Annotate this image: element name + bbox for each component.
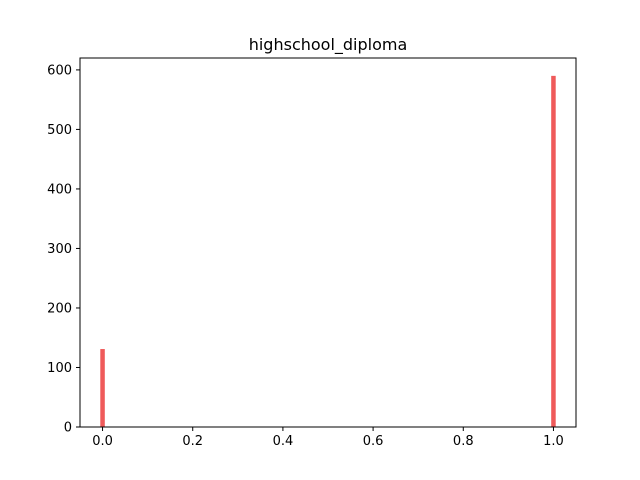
x-tick-label: 0.0 xyxy=(92,434,113,449)
y-tick-label: 100 xyxy=(47,361,72,376)
x-tick-label: 0.8 xyxy=(453,434,474,449)
histogram-bar xyxy=(551,75,556,428)
plot-frame xyxy=(79,57,577,428)
y-tick-label: 400 xyxy=(47,182,72,197)
x-tick-label: 0.6 xyxy=(363,434,384,449)
y-tick-label: 0 xyxy=(64,421,72,436)
histogram-bar xyxy=(100,349,105,427)
y-tick-label: 500 xyxy=(47,123,72,138)
x-tick-label: 1.0 xyxy=(543,434,564,449)
y-tick-label: 300 xyxy=(47,242,72,257)
chart-title: highschool_diploma xyxy=(249,35,408,55)
y-tick-label: 200 xyxy=(47,301,72,316)
axes-layer: 0.0 0.2 0.4 0.6 0.8 1.0 0 100 200 300 400 500 600 xyxy=(47,57,577,449)
bars-layer xyxy=(100,75,556,428)
x-tick-label: 0.4 xyxy=(273,434,294,449)
y-tick-label: 600 xyxy=(47,63,72,78)
x-tick-label: 0.2 xyxy=(182,434,203,449)
